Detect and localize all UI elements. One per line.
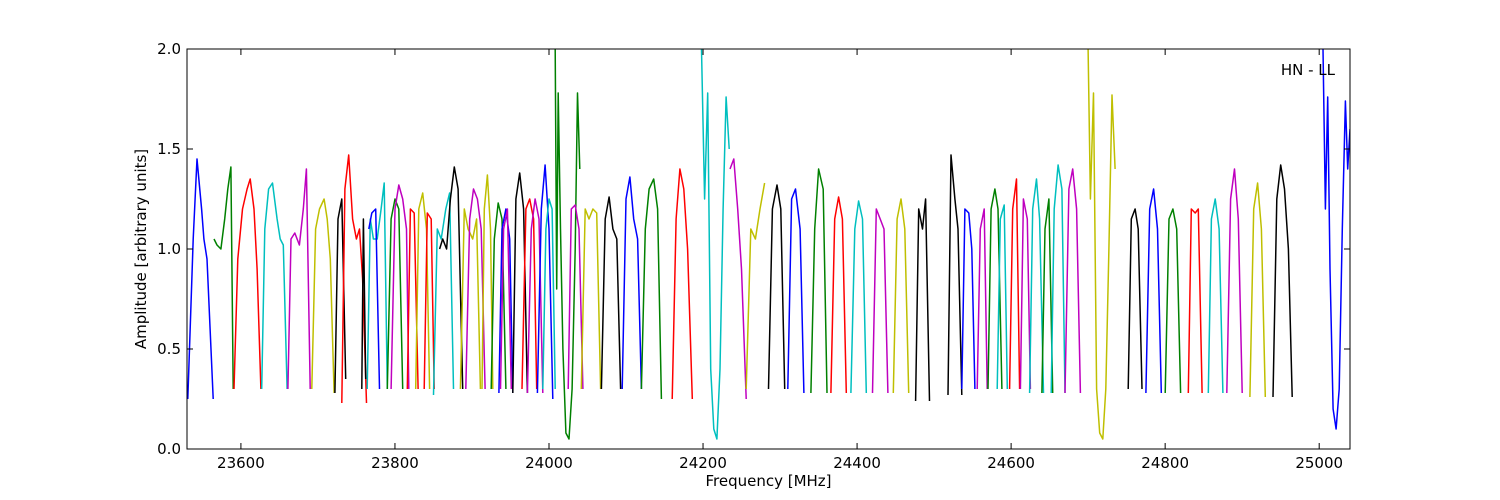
y-tick-label: 1.0 — [157, 240, 181, 258]
series-line-53 — [1008, 178, 1021, 390]
x-tick-label: 24000 — [525, 454, 573, 472]
x-tick-label: 24800 — [1141, 454, 1189, 472]
series-line-29 — [542, 198, 556, 390]
series-line-64 — [1207, 198, 1224, 394]
y-axis-label: Amplitude [arbitrary units] — [132, 149, 150, 349]
series-layer — [187, 49, 1350, 440]
series-line-12 — [386, 198, 404, 390]
series-line-61 — [1145, 188, 1163, 394]
series-line-46 — [892, 198, 910, 394]
series-line-60 — [1127, 208, 1143, 390]
series-line-21 — [481, 174, 494, 390]
x-tick-label: 25000 — [1295, 454, 1343, 472]
series-line-41 — [787, 188, 805, 394]
series-line-45 — [871, 208, 889, 394]
series-line-13 — [390, 184, 410, 390]
series-line-23 — [498, 208, 514, 394]
series-line-56 — [1041, 198, 1054, 394]
series-line-43 — [830, 196, 848, 394]
x-tick-label: 23600 — [217, 454, 265, 472]
series-line-49 — [961, 208, 976, 390]
x-axis-label: Frequency [MHz] — [705, 472, 831, 490]
series-line-19 — [459, 208, 482, 390]
series-line-2 — [213, 166, 234, 390]
series-line-62 — [1164, 208, 1182, 394]
series-line-68 — [1322, 49, 1350, 430]
series-line-39 — [745, 182, 766, 390]
series-line-48 — [947, 154, 963, 396]
series-line-26 — [521, 198, 538, 390]
series-line-9 — [361, 218, 367, 390]
series-line-52 — [996, 204, 1009, 390]
series-line-42 — [810, 168, 828, 394]
series-line-8 — [341, 154, 368, 404]
series-line-55 — [1028, 178, 1045, 394]
series-line-59 — [1087, 49, 1116, 440]
x-tick-label: 23800 — [371, 454, 419, 472]
y-tick-label: 0.5 — [157, 340, 181, 358]
series-line-5 — [287, 168, 311, 390]
series-line-24 — [499, 208, 513, 390]
y-tick-label: 0.0 — [157, 440, 181, 458]
y-tick-label: 2.0 — [157, 40, 181, 58]
series-line-31 — [567, 204, 584, 390]
series-line-4 — [260, 182, 288, 390]
series-line-37 — [700, 49, 730, 440]
series-line-17 — [432, 192, 455, 396]
series-line-16 — [423, 212, 435, 390]
series-line-15 — [414, 192, 431, 390]
series-line-30 — [554, 49, 581, 440]
series-line-20 — [465, 188, 486, 390]
series-line-32 — [580, 208, 602, 390]
series-line-57 — [1050, 164, 1066, 394]
ticks-layer: 23600 23800 24000 24200 24400 24600 24800 25000… — [157, 40, 1350, 472]
series-line-28 — [536, 164, 554, 400]
series-line-50 — [976, 208, 988, 390]
series-line-1 — [187, 158, 214, 400]
series-line-25 — [512, 172, 529, 394]
annotation-label: HN - LL — [1281, 61, 1336, 79]
x-tick-label: 24600 — [987, 454, 1035, 472]
series-line-33 — [600, 196, 622, 390]
x-tick-label: 24400 — [833, 454, 881, 472]
series-line-47 — [914, 198, 931, 402]
series-line-11 — [368, 208, 381, 390]
series-line-66 — [1249, 182, 1267, 398]
series-line-36 — [671, 168, 694, 400]
series-line-18 — [438, 166, 464, 390]
series-line-44 — [850, 200, 868, 394]
series-line-6 — [311, 198, 335, 394]
series-line-58 — [1064, 168, 1082, 394]
x-tick-label: 24200 — [679, 454, 727, 472]
series-line-14 — [406, 208, 419, 390]
series-line-63 — [1187, 208, 1203, 394]
series-line-54 — [1019, 198, 1032, 390]
series-line-34 — [621, 176, 643, 390]
series-line-65 — [1226, 168, 1243, 394]
series-line-35 — [640, 178, 663, 400]
y-tick-label: 1.5 — [157, 140, 181, 158]
series-line-67 — [1272, 164, 1293, 398]
series-line-40 — [767, 184, 786, 390]
series-line-38 — [729, 158, 747, 400]
series-line-3 — [233, 178, 262, 390]
